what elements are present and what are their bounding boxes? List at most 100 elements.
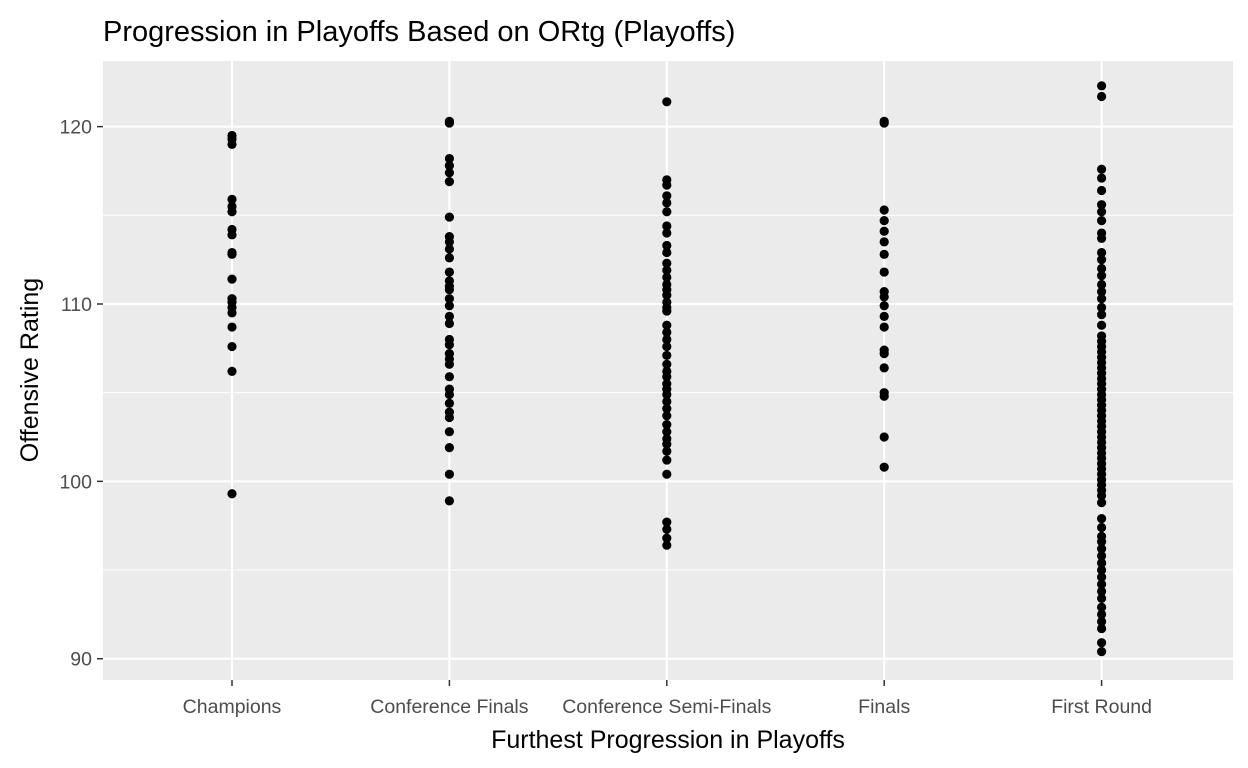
y-tick-label: 110 — [61, 294, 92, 316]
data-point — [444, 496, 454, 506]
data-point — [879, 301, 889, 311]
data-point — [1097, 544, 1107, 554]
data-point — [1097, 185, 1107, 196]
data-point — [444, 285, 454, 295]
data-point — [662, 372, 672, 382]
data-point — [662, 240, 672, 251]
data-point — [444, 301, 454, 311]
data-point — [1097, 638, 1107, 648]
data-point — [444, 118, 454, 128]
data-point — [662, 221, 672, 231]
data-point — [662, 350, 672, 361]
data-point — [1097, 263, 1107, 274]
data-point — [1097, 558, 1107, 568]
y-axis: 90 100 110 120 — [59, 117, 103, 671]
data-point — [444, 389, 454, 400]
data-point — [227, 341, 237, 352]
data-point — [227, 366, 237, 376]
data-point — [879, 322, 889, 332]
data-point — [1097, 498, 1107, 508]
data-point — [444, 311, 454, 322]
data-point — [879, 311, 889, 322]
data-point — [227, 207, 237, 217]
data-point — [444, 340, 454, 350]
y-tick-label: 120 — [59, 117, 92, 139]
data-point — [1097, 551, 1107, 561]
data-point — [1097, 490, 1107, 501]
data-point — [662, 524, 672, 534]
data-point — [662, 320, 672, 330]
x-tick-label: Finals — [858, 696, 910, 718]
data-point — [1097, 616, 1107, 627]
data-point — [227, 230, 237, 240]
data-point — [662, 265, 672, 275]
y-tick-label: 90 — [70, 649, 92, 671]
data-point — [1097, 173, 1107, 183]
data-point — [662, 446, 672, 456]
data-point — [1097, 247, 1107, 258]
data-point — [444, 168, 454, 178]
data-point — [1097, 294, 1107, 304]
data-point — [1097, 233, 1107, 243]
data-point — [662, 327, 672, 337]
data-point — [662, 469, 672, 479]
data-point — [662, 258, 672, 268]
data-point — [227, 194, 237, 204]
data-point — [1097, 302, 1107, 313]
x-axis: Champions Conference Finals Conference Sem… — [183, 680, 1152, 718]
data-point — [879, 237, 889, 247]
data-point — [1097, 579, 1107, 589]
data-point — [879, 118, 889, 128]
data-point — [444, 294, 454, 304]
data-point — [662, 198, 672, 208]
data-points — [227, 81, 1107, 657]
x-tick-label: Champions — [183, 696, 282, 718]
data-point — [662, 419, 672, 430]
data-point — [662, 207, 672, 217]
x-tick-label: Conference Semi-Finals — [562, 696, 771, 718]
data-point — [662, 404, 672, 414]
data-point — [1097, 602, 1107, 612]
data-point — [879, 292, 889, 302]
x-axis-title: Furthest Progression in Playoffs — [491, 726, 845, 754]
data-point — [879, 226, 889, 236]
data-point — [444, 359, 454, 369]
data-point — [662, 228, 672, 238]
data-point — [1097, 623, 1107, 634]
data-point — [444, 398, 454, 408]
x-tick-label: Conference Finals — [370, 696, 528, 718]
data-point — [227, 489, 237, 499]
data-point — [1097, 593, 1107, 604]
data-point — [444, 412, 454, 423]
data-point — [1097, 572, 1107, 582]
data-point — [1097, 310, 1107, 320]
data-point — [662, 341, 672, 352]
data-point — [1097, 271, 1107, 281]
data-point — [662, 411, 672, 421]
data-point — [227, 322, 237, 332]
data-point — [444, 443, 454, 453]
data-point — [1097, 647, 1107, 657]
data-point — [662, 334, 672, 345]
data-point — [1097, 320, 1107, 330]
data-point — [444, 372, 454, 382]
data-point — [444, 161, 454, 171]
data-point — [662, 427, 672, 437]
data-point — [662, 359, 672, 369]
data-point — [662, 97, 672, 107]
data-point — [444, 267, 454, 277]
data-point — [444, 153, 454, 164]
data-point — [662, 290, 672, 300]
data-point — [662, 247, 672, 258]
data-point — [227, 249, 237, 259]
data-point — [227, 308, 237, 318]
y-tick-label: 100 — [59, 471, 92, 493]
data-point — [1097, 609, 1107, 619]
data-point — [1097, 164, 1107, 174]
x-tick-label: First Round — [1051, 696, 1152, 718]
data-point — [1097, 255, 1107, 265]
data-point — [1097, 91, 1107, 102]
data-point — [1097, 207, 1107, 217]
data-point — [662, 272, 672, 282]
